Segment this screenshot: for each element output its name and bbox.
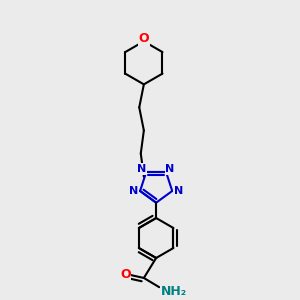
- Text: N: N: [165, 164, 174, 174]
- Text: NH₂: NH₂: [161, 285, 187, 298]
- Text: N: N: [137, 164, 146, 174]
- Text: O: O: [120, 268, 131, 281]
- Text: O: O: [139, 32, 149, 45]
- Text: N: N: [174, 186, 183, 196]
- Text: N: N: [129, 186, 139, 196]
